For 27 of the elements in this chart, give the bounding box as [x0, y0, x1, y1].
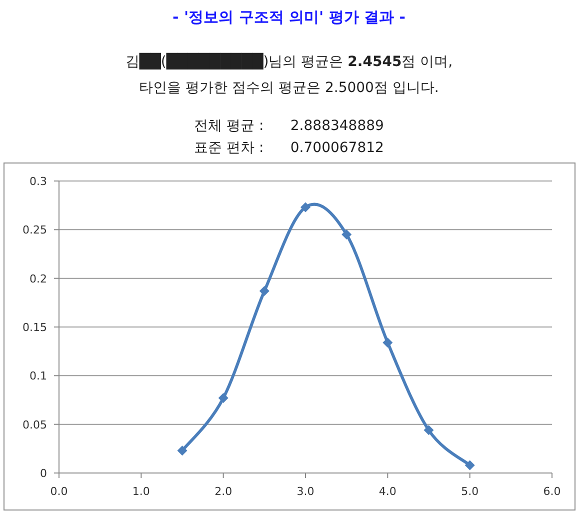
- x-tick-label: 6.0: [543, 485, 561, 498]
- y-tick-label: 0.2: [30, 272, 47, 286]
- x-tick-label: 3.0: [296, 485, 314, 498]
- y-tick-label: 0.25: [22, 224, 47, 237]
- chart-subtitle: 김██(█████████)님의 평균은 2.4545점 이며,: [125, 52, 453, 70]
- x-tick-label: 5.0: [461, 485, 479, 498]
- y-tick-label: 0.15: [22, 321, 47, 334]
- point: [218, 393, 228, 404]
- x-tick-label: 4.0: [378, 485, 396, 498]
- point: [424, 425, 434, 436]
- point: [464, 460, 475, 470]
- y-tick-label: 0: [40, 467, 47, 480]
- y-tick-label: 0.3: [30, 175, 47, 188]
- point: [342, 230, 352, 240]
- y-tick-label: 0.05: [22, 418, 47, 432]
- x-tick-label: 1.0: [132, 485, 150, 498]
- point: [300, 202, 310, 212]
- text: 타인을 평가한 점수의 평균은 2.5000점 입니다.: [139, 80, 439, 96]
- point: [177, 446, 188, 456]
- text: 전체 평균 : 2.888348889: [194, 118, 384, 134]
- chart-title: - '정보의 구조적 의미' 평가 결과 -: [172, 8, 406, 26]
- point: [259, 286, 270, 296]
- point: [382, 338, 393, 348]
- y-tick-label: 0.1: [30, 370, 47, 383]
- x-tick-label: 0.0: [50, 485, 68, 498]
- text: 표준 편차 : 0.700067812: [194, 140, 384, 156]
- x-tick-label: 2.0: [214, 485, 232, 498]
